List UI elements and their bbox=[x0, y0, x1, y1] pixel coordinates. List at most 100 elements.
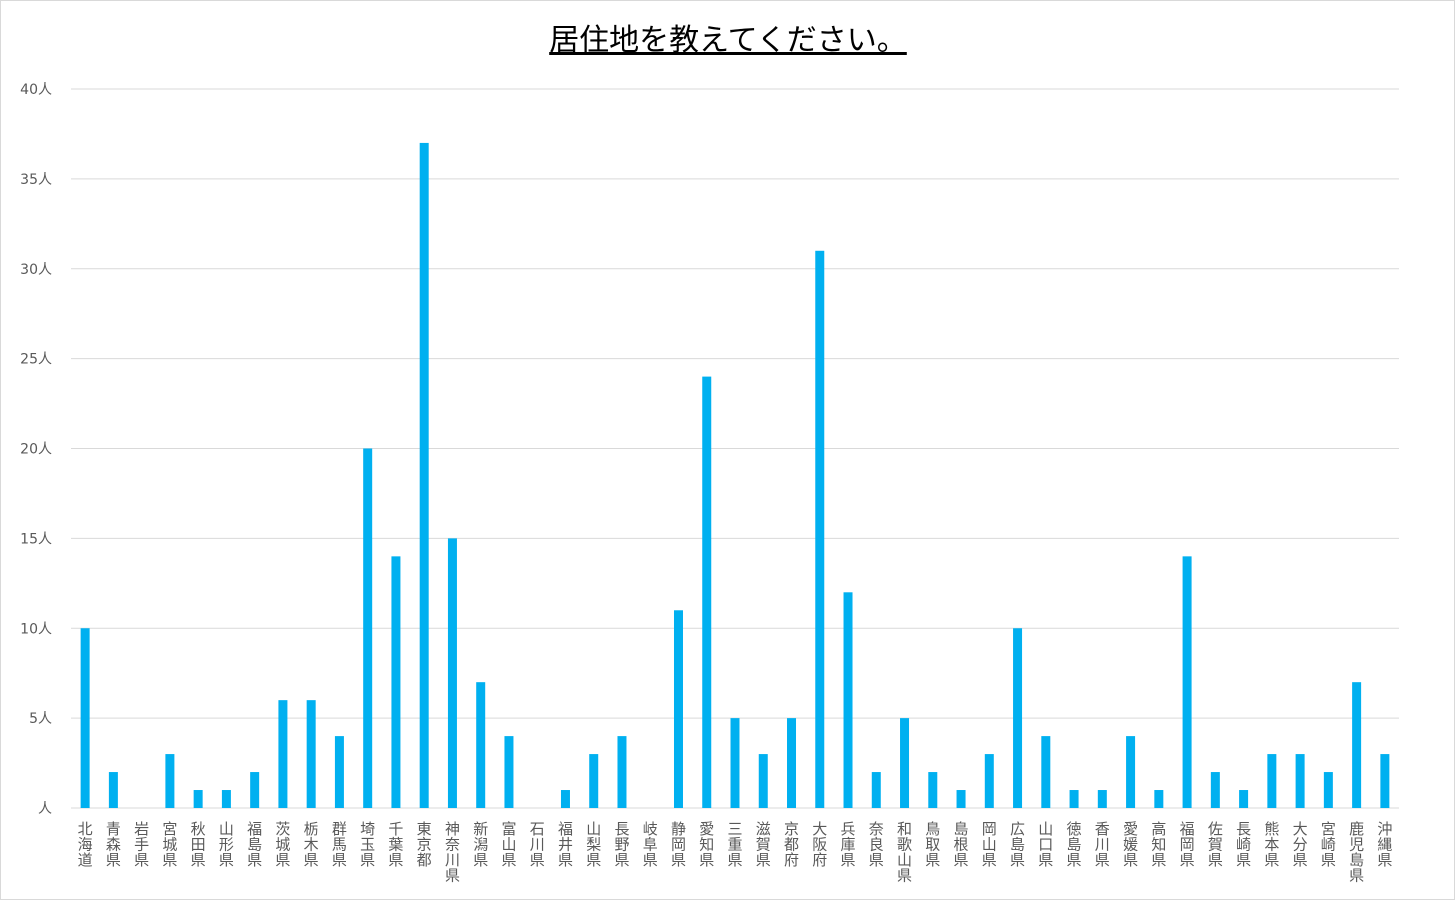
bar bbox=[1126, 736, 1136, 808]
x-category-label: 滋賀県 bbox=[756, 820, 771, 869]
bar bbox=[673, 610, 683, 808]
x-category-label: 和歌山県 bbox=[897, 820, 912, 885]
x-category-label: 山形県 bbox=[219, 820, 234, 869]
bar bbox=[1041, 736, 1051, 808]
bar bbox=[108, 772, 118, 808]
x-category-label: 神奈川県 bbox=[445, 820, 460, 885]
x-category-label: 高知県 bbox=[1151, 820, 1166, 869]
bar bbox=[1182, 556, 1192, 808]
bar bbox=[306, 700, 316, 808]
bar bbox=[871, 772, 881, 808]
x-category-label: 山梨県 bbox=[586, 820, 601, 869]
bar bbox=[984, 754, 994, 808]
x-category-label: 兵庫県 bbox=[841, 820, 856, 869]
y-tick-label: 35人 bbox=[20, 172, 52, 188]
y-tick-label: 15人 bbox=[20, 531, 52, 547]
x-category-label: 茨城県 bbox=[275, 820, 290, 869]
x-category-label: 京都府 bbox=[784, 820, 799, 869]
bar bbox=[476, 682, 486, 808]
bar bbox=[1267, 754, 1277, 808]
bar bbox=[447, 538, 457, 808]
x-category-label: 島根県 bbox=[954, 820, 969, 869]
bar bbox=[758, 754, 768, 808]
bar bbox=[1210, 772, 1220, 808]
x-category-label: 岐阜県 bbox=[643, 820, 658, 869]
bar bbox=[278, 700, 288, 808]
bar bbox=[617, 736, 627, 808]
x-axis-category-labels: 北海道青森県岩手県宮城県秋田県山形県福島県茨城県栃木県群馬県埼玉県千葉県東京都神… bbox=[78, 820, 1393, 885]
x-category-label: 大阪府 bbox=[812, 820, 827, 869]
x-category-label: 広島県 bbox=[1010, 820, 1025, 869]
bar bbox=[193, 790, 203, 808]
bars bbox=[80, 142, 1390, 809]
bar bbox=[1352, 682, 1362, 808]
x-category-label: 宮崎県 bbox=[1321, 820, 1336, 869]
x-category-label: 石川県 bbox=[530, 820, 545, 869]
x-category-label: 福井県 bbox=[558, 820, 573, 869]
bar bbox=[1323, 772, 1333, 808]
bar bbox=[1380, 754, 1390, 808]
bar bbox=[928, 772, 938, 808]
x-category-label: 香川県 bbox=[1095, 820, 1110, 869]
bar bbox=[787, 718, 797, 808]
x-category-label: 佐賀県 bbox=[1208, 820, 1223, 869]
x-category-label: 秋田県 bbox=[191, 820, 206, 869]
bar bbox=[843, 592, 853, 808]
bar bbox=[1069, 790, 1079, 808]
y-tick-label: 人 bbox=[38, 801, 52, 817]
x-category-label: 宮城県 bbox=[162, 820, 177, 869]
bar bbox=[221, 790, 231, 808]
bar bbox=[1097, 790, 1107, 808]
x-category-label: 福島県 bbox=[247, 820, 262, 869]
x-category-label: 新潟県 bbox=[473, 820, 488, 869]
x-category-label: 岡山県 bbox=[982, 820, 997, 869]
x-category-label: 富山県 bbox=[501, 820, 516, 869]
x-category-label: 栃木県 bbox=[304, 820, 319, 869]
x-category-label: 鳥取県 bbox=[925, 820, 940, 869]
x-category-label: 三重県 bbox=[727, 820, 742, 869]
x-category-label: 愛媛県 bbox=[1123, 820, 1138, 869]
x-category-label: 青森県 bbox=[106, 820, 121, 869]
bar bbox=[1295, 754, 1305, 808]
bar bbox=[391, 556, 401, 808]
bar bbox=[250, 772, 260, 808]
x-category-label: 静岡県 bbox=[671, 820, 686, 869]
bar bbox=[730, 718, 740, 808]
x-category-label: 熊本県 bbox=[1264, 820, 1279, 869]
bar bbox=[165, 754, 175, 808]
y-tick-label: 30人 bbox=[20, 262, 52, 278]
y-tick-label: 25人 bbox=[20, 352, 52, 368]
x-category-label: 奈良県 bbox=[869, 820, 884, 869]
x-category-label: 沖縄県 bbox=[1377, 820, 1392, 869]
x-category-label: 長野県 bbox=[614, 820, 629, 869]
bar bbox=[560, 790, 570, 808]
x-category-label: 長崎県 bbox=[1236, 820, 1251, 869]
y-axis-tick-labels: 人 5人 10人 15人 20人 25人 30人 35人 40人 bbox=[20, 82, 52, 817]
x-category-label: 埼玉県 bbox=[360, 820, 375, 869]
bar bbox=[702, 376, 712, 808]
bar bbox=[1239, 790, 1249, 808]
bar bbox=[504, 736, 514, 808]
chart-title: 居住地を教えてください。 bbox=[549, 23, 907, 58]
bar bbox=[419, 142, 429, 809]
x-category-label: 鹿児島県 bbox=[1349, 820, 1364, 885]
x-category-label: 群馬県 bbox=[332, 820, 347, 869]
x-category-label: 千葉県 bbox=[388, 820, 403, 869]
bar bbox=[900, 718, 910, 808]
gridlines bbox=[71, 88, 1399, 809]
x-category-label: 岩手県 bbox=[134, 820, 149, 869]
x-category-label: 大分県 bbox=[1293, 820, 1308, 869]
x-category-label: 山口県 bbox=[1038, 820, 1053, 869]
y-tick-label: 40人 bbox=[20, 82, 52, 98]
x-category-label: 福岡県 bbox=[1180, 820, 1195, 869]
y-tick-label: 20人 bbox=[20, 442, 52, 458]
bar bbox=[363, 448, 373, 808]
bar bbox=[589, 754, 599, 808]
y-tick-label: 10人 bbox=[20, 621, 52, 637]
bar bbox=[956, 790, 966, 808]
bar bbox=[1013, 628, 1023, 808]
bar bbox=[1154, 790, 1164, 808]
bar bbox=[334, 736, 344, 808]
